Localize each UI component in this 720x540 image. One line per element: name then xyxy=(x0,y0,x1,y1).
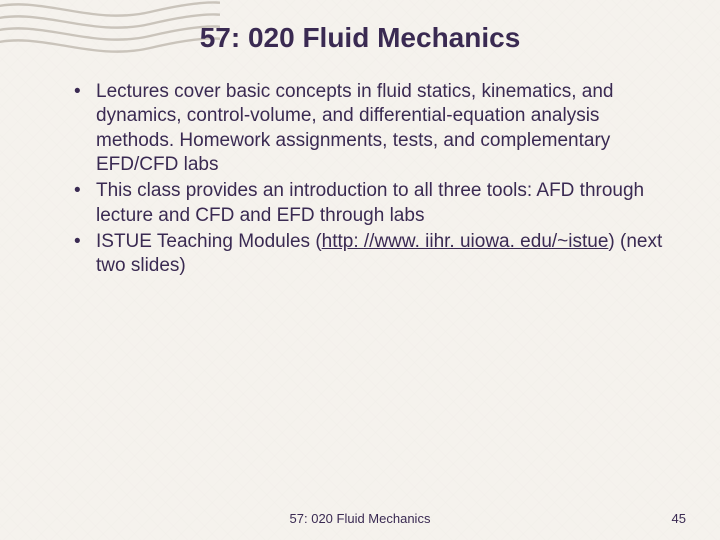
slide: 57: 020 Fluid Mechanics Lectures cover b… xyxy=(0,0,720,540)
bullet-item: ISTUE Teaching Modules (http: //www. iih… xyxy=(64,230,666,279)
slide-title: 57: 020 Fluid Mechanics xyxy=(0,22,720,54)
page-number: 45 xyxy=(672,511,686,526)
bullet-text-pre: ISTUE Teaching Modules ( xyxy=(96,231,322,252)
bullet-item: Lectures cover basic concepts in fluid s… xyxy=(64,80,666,177)
bullet-text: Lectures cover basic concepts in fluid s… xyxy=(96,81,613,175)
bullet-text: This class provides an introduction to a… xyxy=(96,180,644,225)
footer-title: 57: 020 Fluid Mechanics xyxy=(0,511,720,526)
bullet-item: This class provides an introduction to a… xyxy=(64,179,666,228)
slide-body: Lectures cover basic concepts in fluid s… xyxy=(64,80,666,281)
istue-link[interactable]: http: //www. iihr. uiowa. edu/~istue xyxy=(322,231,609,252)
bullet-list: Lectures cover basic concepts in fluid s… xyxy=(64,80,666,279)
